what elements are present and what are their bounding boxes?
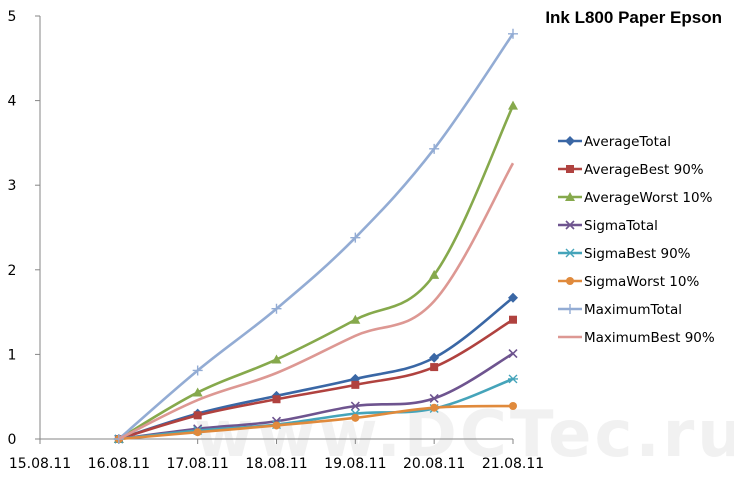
y-tick-label: 4 bbox=[8, 94, 17, 110]
data-point bbox=[272, 395, 281, 404]
data-point bbox=[508, 374, 518, 384]
legend-item: MaximumTotal bbox=[558, 302, 682, 318]
x-tick-label: 19.08.11 bbox=[324, 456, 386, 472]
legend-label: AverageWorst 10% bbox=[584, 190, 713, 206]
series-sigmaworst-10- bbox=[114, 402, 517, 443]
chart-title: Ink L800 Paper Epson bbox=[545, 8, 722, 27]
data-point bbox=[508, 292, 518, 303]
x-tick-label: 17.08.11 bbox=[166, 456, 228, 472]
legend-label: AverageTotal bbox=[584, 134, 671, 150]
data-point bbox=[193, 411, 202, 420]
data-point bbox=[429, 143, 440, 154]
data-point bbox=[350, 232, 361, 243]
legend-marker bbox=[565, 248, 575, 258]
series-line bbox=[118, 377, 514, 441]
series-maximumtotal bbox=[113, 28, 518, 444]
y-tick-label: 2 bbox=[8, 263, 17, 279]
legend-label: AverageBest 90% bbox=[584, 162, 704, 178]
data-point bbox=[508, 28, 518, 39]
data-point bbox=[350, 314, 361, 324]
x-tick-label: 16.08.11 bbox=[88, 456, 150, 472]
series-maximumbest-90- bbox=[118, 162, 515, 441]
data-point bbox=[429, 352, 440, 363]
series-line bbox=[118, 296, 514, 441]
y-axis: 0 1 2 3 4 5 bbox=[8, 9, 40, 448]
data-point bbox=[193, 428, 202, 437]
legend-item: AverageWorst 10% bbox=[558, 190, 713, 206]
legend-item: SigmaWorst 10% bbox=[558, 274, 699, 290]
data-point bbox=[113, 434, 124, 444]
series-sigmatotal bbox=[114, 348, 518, 444]
legend-label: SigmaWorst 10% bbox=[584, 274, 699, 290]
data-point bbox=[350, 401, 360, 411]
legend-marker bbox=[566, 277, 574, 285]
legend-label: SigmaBest 90% bbox=[584, 246, 691, 262]
x-tick-label: 18.08.11 bbox=[245, 456, 307, 472]
legend-item: SigmaBest 90% bbox=[558, 246, 691, 262]
data-point bbox=[192, 387, 203, 397]
data-point bbox=[508, 100, 518, 110]
series-line bbox=[117, 33, 515, 440]
data-point bbox=[271, 354, 282, 364]
legend-label: MaximumTotal bbox=[584, 302, 682, 318]
x-tick-label: 15.08.11 bbox=[9, 456, 71, 472]
x-tick-label: 21.08.11 bbox=[482, 456, 544, 472]
watermark-text: www.DCTec.ru bbox=[194, 398, 734, 472]
legend-marker bbox=[565, 304, 575, 314]
y-tick-label: 3 bbox=[8, 178, 17, 194]
series-line bbox=[118, 352, 514, 441]
legend-marker bbox=[566, 165, 574, 173]
data-point bbox=[192, 365, 203, 376]
legend: AverageTotal AverageBest 90% AverageWorst … bbox=[558, 134, 715, 346]
y-tick-label: 0 bbox=[8, 432, 17, 448]
legend-item: SigmaTotal bbox=[558, 218, 658, 234]
x-axis: 15.08.11 16.08.11 17.08.11 18.08.11 19.08.11… bbox=[9, 439, 544, 472]
series-line bbox=[118, 318, 514, 441]
data-point bbox=[430, 403, 439, 412]
legend-label: MaximumBest 90% bbox=[584, 330, 715, 346]
plot-area bbox=[113, 28, 518, 444]
y-tick-label: 5 bbox=[8, 9, 17, 25]
legend-item: MaximumBest 90% bbox=[558, 330, 715, 346]
data-point bbox=[272, 421, 281, 430]
data-point bbox=[351, 413, 360, 422]
legend-item: AverageTotal bbox=[558, 134, 671, 150]
y-tick-label: 1 bbox=[8, 347, 17, 363]
legend-marker bbox=[565, 192, 575, 201]
series-line bbox=[118, 162, 515, 441]
legend-label: SigmaTotal bbox=[584, 218, 658, 234]
data-point bbox=[509, 402, 517, 411]
data-point bbox=[430, 363, 439, 372]
data-point bbox=[429, 269, 440, 279]
data-point bbox=[508, 348, 518, 359]
x-tick-label: 20.08.11 bbox=[403, 456, 465, 472]
legend-marker bbox=[565, 220, 575, 230]
data-point bbox=[509, 315, 517, 324]
data-point bbox=[351, 380, 360, 389]
series-line bbox=[118, 404, 514, 441]
data-point bbox=[429, 393, 439, 403]
legend-marker bbox=[565, 136, 575, 146]
data-point bbox=[271, 303, 282, 314]
legend-item: AverageBest 90% bbox=[558, 162, 704, 178]
